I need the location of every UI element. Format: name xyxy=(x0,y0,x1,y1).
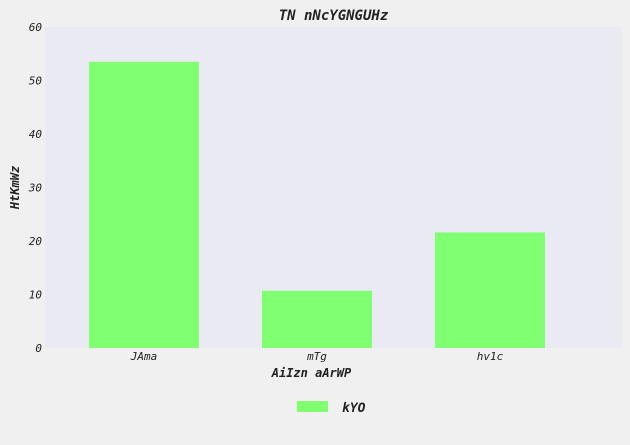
y-tick-label: 20 xyxy=(29,235,43,248)
y-tick-label: 10 xyxy=(29,289,43,302)
y-tick-label: 50 xyxy=(29,75,43,88)
y-tick-label: 0 xyxy=(35,342,42,355)
y-tick-label: 60 xyxy=(29,21,43,34)
legend-label-kyo: kYO xyxy=(342,401,366,416)
bar-hv1c xyxy=(435,232,545,348)
bars-group xyxy=(89,61,545,349)
y-tick-label: 30 xyxy=(28,182,43,195)
x-tick-label: hv1c xyxy=(477,350,504,363)
legend: kYO xyxy=(297,401,366,416)
y-tick-label: 40 xyxy=(29,128,43,141)
x-axis-label: AiIzn aArWP xyxy=(271,366,352,380)
legend-swatch-kyo xyxy=(297,401,328,412)
chart-title: TN nNcYGNGUHz xyxy=(279,8,389,24)
y-axis-label: HtKmWz xyxy=(8,166,22,210)
bar-mtg xyxy=(262,290,372,348)
x-tick-label: JAma xyxy=(130,350,158,363)
x-tick-label: mTg xyxy=(306,350,327,363)
x-ticks-group: JAma mTg hv1c xyxy=(130,350,504,363)
bar-jama xyxy=(89,61,199,349)
y-ticks-group: 0 10 20 30 40 50 60 xyxy=(28,21,43,355)
